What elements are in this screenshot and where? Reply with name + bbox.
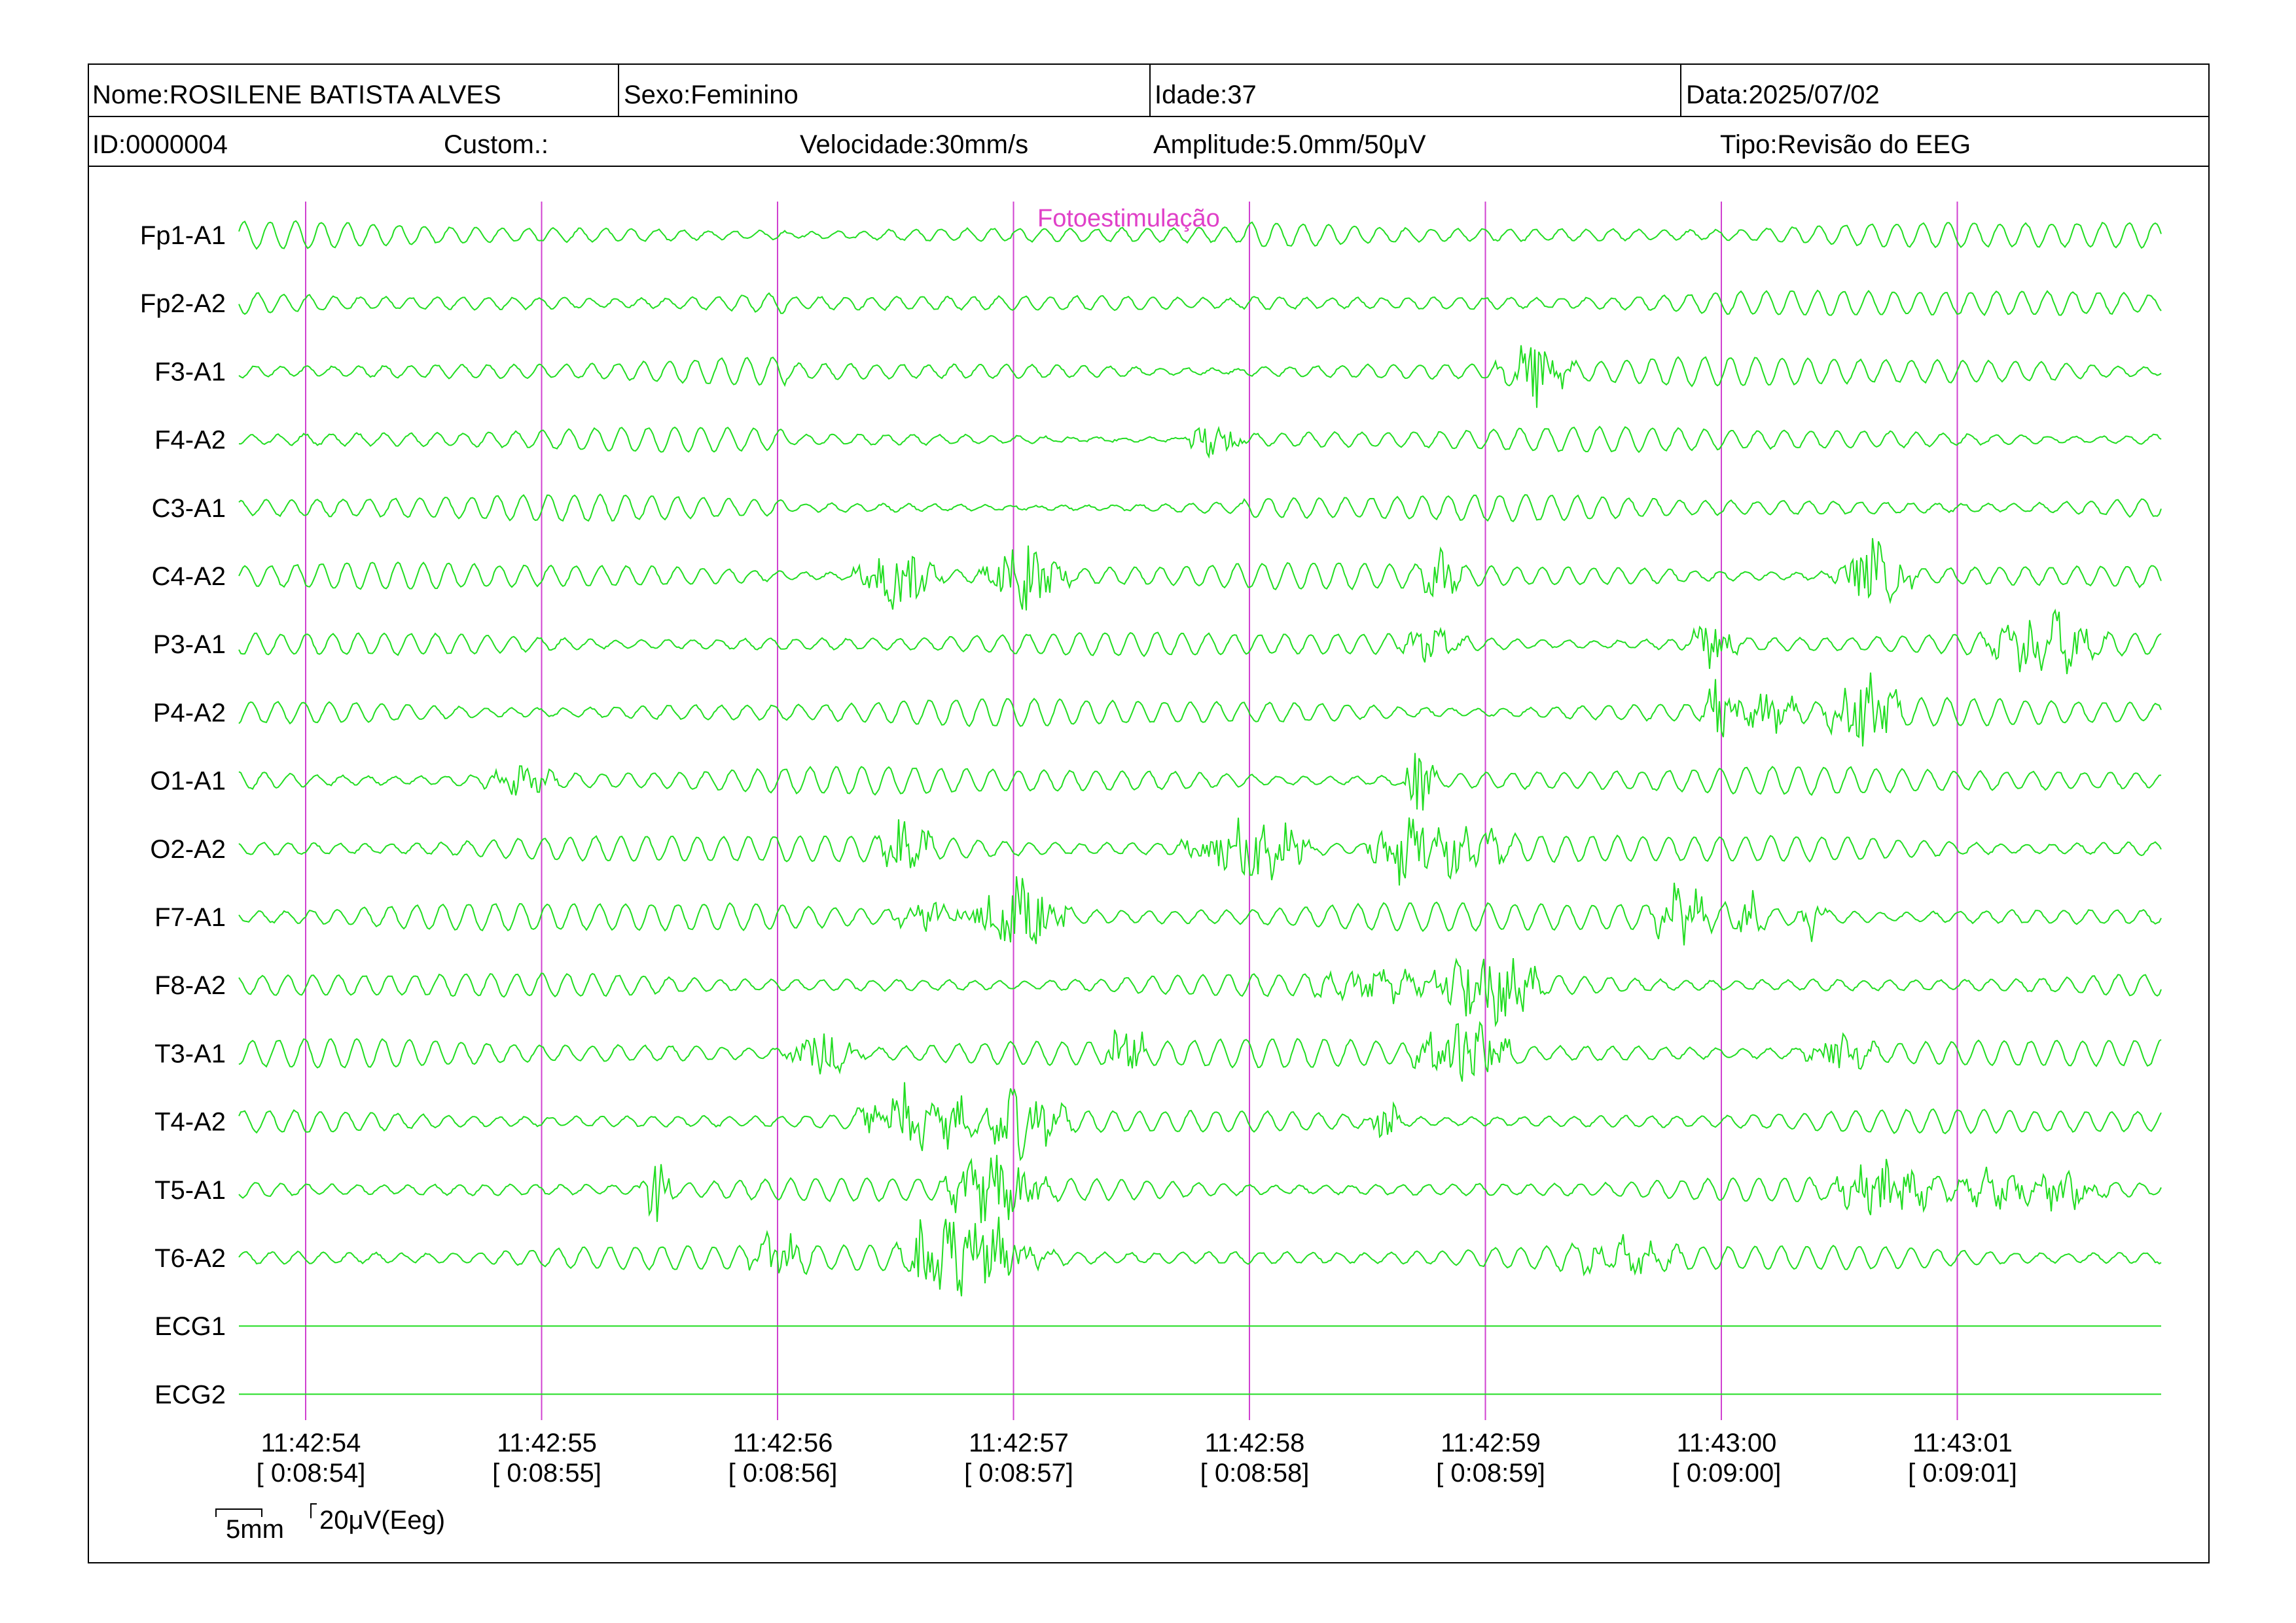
channel-label: ECG2 bbox=[154, 1380, 226, 1409]
channel-label: F8-A2 bbox=[154, 971, 226, 1000]
time-tick-label: 11:42:58 bbox=[1205, 1429, 1305, 1457]
channel-trace bbox=[238, 876, 2162, 946]
scale-mm-label: 5mm bbox=[226, 1515, 284, 1544]
amplitude-setting: Amplitude:5.0mm/50μV bbox=[1153, 130, 1426, 159]
channel-label: F7-A1 bbox=[154, 903, 226, 932]
channel-label: T5-A1 bbox=[154, 1176, 226, 1205]
channel-label: P3-A1 bbox=[153, 630, 226, 659]
channel-trace bbox=[238, 1154, 2162, 1223]
time-axis-labels: 11:42:54[ 0:08:54] 11:42:55[ 0:08:55] 11:4… bbox=[257, 1429, 2017, 1488]
channel-label: O2-A2 bbox=[150, 835, 226, 864]
channel-trace bbox=[238, 425, 2162, 459]
photostimulation-marker-label: Fotoestimulação bbox=[1037, 205, 1220, 232]
exam-type: Tipo:Revisão do EEG bbox=[1720, 130, 1971, 159]
eeg-traces bbox=[238, 220, 2162, 1395]
channel-trace bbox=[238, 957, 2162, 1027]
patient-id: ID:0000004 bbox=[92, 130, 228, 159]
channel-trace bbox=[238, 345, 2162, 408]
time-tick-label: 11:43:00 bbox=[1677, 1429, 1777, 1457]
elapsed-tick-label: [ 0:09:01] bbox=[1908, 1459, 2017, 1488]
channel-trace bbox=[238, 672, 2162, 747]
custom-field: Custom.: bbox=[444, 130, 548, 159]
channel-trace bbox=[238, 817, 2162, 886]
time-tick-label: 11:42:55 bbox=[497, 1429, 597, 1457]
channel-label: Fp2-A2 bbox=[140, 289, 226, 318]
elapsed-tick-label: [ 0:08:55] bbox=[492, 1459, 601, 1488]
channel-trace bbox=[238, 289, 2162, 317]
channel-label: T6-A2 bbox=[154, 1244, 226, 1273]
elapsed-tick-label: [ 0:08:59] bbox=[1436, 1459, 1545, 1488]
scale-bar-uv bbox=[310, 1503, 317, 1518]
channel-trace bbox=[238, 493, 2162, 522]
patient-sex: Sexo:Feminino bbox=[624, 80, 798, 109]
exam-date: Data:2025/07/02 bbox=[1686, 80, 1880, 109]
time-tick-label: 11:42:54 bbox=[261, 1429, 361, 1457]
time-tick-label: 11:43:01 bbox=[1912, 1429, 2013, 1457]
scale-bar-5mm bbox=[215, 1508, 262, 1517]
channel-trace bbox=[238, 1082, 2162, 1162]
elapsed-tick-label: [ 0:08:57] bbox=[964, 1459, 1073, 1488]
elapsed-tick-label: [ 0:08:54] bbox=[257, 1459, 366, 1488]
channel-label: Fp1-A1 bbox=[140, 221, 226, 250]
channel-label: C4-A2 bbox=[152, 562, 226, 591]
elapsed-tick-label: [ 0:08:58] bbox=[1200, 1459, 1310, 1488]
channel-labels: Fp1-A1 Fp2-A2 F3-A1 F4-A2 C3-A1 C4-A2 P3-A1 P4-… bbox=[140, 221, 226, 1409]
time-gridlines bbox=[305, 202, 1958, 1420]
channel-trace bbox=[238, 538, 2162, 611]
channel-label: ECG1 bbox=[154, 1312, 226, 1341]
channel-label: O1-A1 bbox=[150, 767, 226, 796]
time-tick-label: 11:42:59 bbox=[1441, 1429, 1541, 1457]
channel-label: C3-A1 bbox=[152, 494, 226, 523]
time-tick-label: 11:42:56 bbox=[733, 1429, 833, 1457]
time-tick-label: 11:42:57 bbox=[969, 1429, 1069, 1457]
report-frame bbox=[88, 63, 2210, 1563]
scale-uv-label: 20μV(Eeg) bbox=[319, 1506, 445, 1535]
elapsed-tick-label: [ 0:09:00] bbox=[1672, 1459, 1782, 1488]
patient-name: Nome:ROSILENE BATISTA ALVES bbox=[92, 80, 501, 109]
patient-age: Idade:37 bbox=[1155, 80, 1257, 109]
channel-trace bbox=[238, 753, 2162, 811]
channel-label: P4-A2 bbox=[153, 698, 226, 727]
channel-trace bbox=[238, 1217, 2162, 1296]
channel-label: F3-A1 bbox=[154, 357, 226, 386]
channel-label: T3-A1 bbox=[154, 1039, 226, 1068]
channel-trace bbox=[238, 220, 2162, 250]
channel-trace bbox=[238, 1021, 2162, 1082]
channel-label: T4-A2 bbox=[154, 1108, 226, 1137]
channel-trace bbox=[238, 608, 2162, 675]
channel-label: F4-A2 bbox=[154, 426, 226, 455]
speed-setting: Velocidade:30mm/s bbox=[800, 130, 1028, 159]
elapsed-tick-label: [ 0:08:56] bbox=[728, 1459, 838, 1488]
